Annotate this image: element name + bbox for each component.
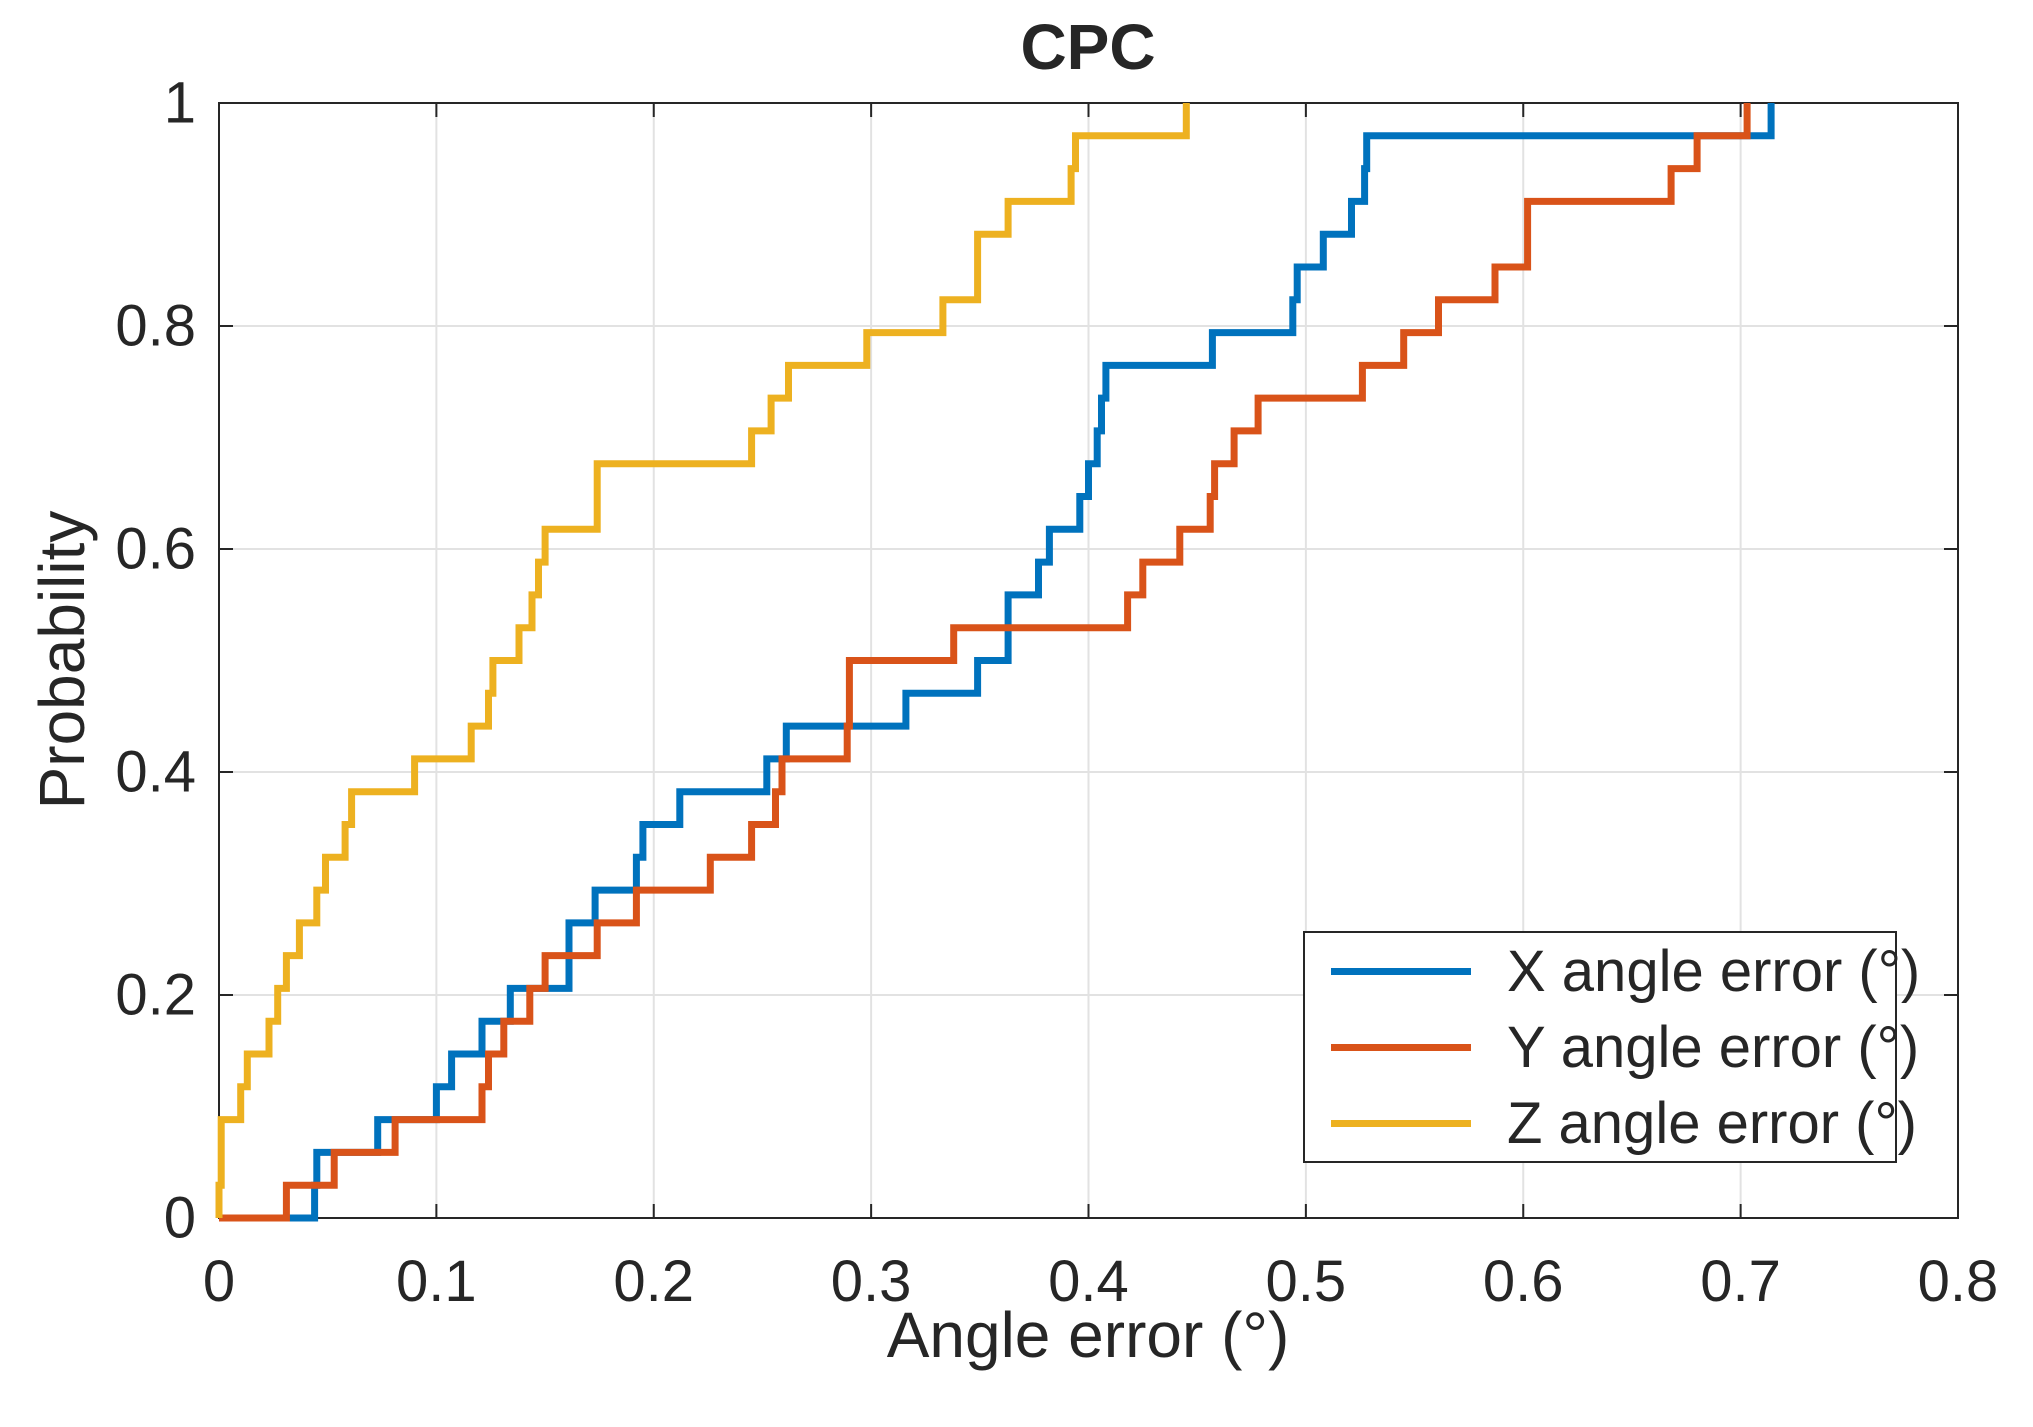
x-tick-label: 0.8	[1917, 1249, 1999, 1314]
x-tick-label: 0.7	[1700, 1249, 1781, 1314]
y-tick-label: 0.8	[115, 293, 196, 359]
y-tick-label: 0.4	[115, 739, 196, 805]
legend-label-z: Z angle error (°)	[1507, 1090, 1917, 1156]
legend-line-sample-z	[1331, 1119, 1471, 1127]
x-tick-label: 0.1	[396, 1249, 477, 1314]
axes-box	[218, 102, 1959, 1219]
series-curve-x	[219, 103, 1775, 1222]
x-tick-label: 0.5	[1265, 1249, 1347, 1314]
legend-item: Z angle error (°)	[1305, 1090, 1917, 1157]
chart-title: CPC	[1020, 11, 1156, 83]
legend-label-y: Y angle error (°)	[1507, 1014, 1920, 1080]
series-curve-z	[215, 103, 1190, 1218]
legend-label-x: X angle error (°)	[1507, 938, 1921, 1004]
x-tick-label: 0.6	[1482, 1249, 1564, 1314]
legend-item: X angle error (°)	[1305, 938, 1920, 1005]
y-tick-label: 0.6	[115, 516, 196, 582]
y-tick-label: 1	[163, 70, 196, 136]
y-tick-label: 0	[163, 1185, 196, 1251]
y-axis-label: Probability	[26, 510, 98, 810]
x-tick-label: 0.2	[613, 1249, 695, 1314]
legend: X angle error (°) Y angle error (°) Z an…	[1303, 931, 1920, 1163]
x-tick-label: 0	[202, 1249, 236, 1314]
series-curve-y	[219, 103, 1751, 1222]
x-tick-label: 0.4	[1048, 1249, 1129, 1314]
legend-line-sample-y	[1331, 1043, 1471, 1051]
legend-item: Y angle error (°)	[1305, 1014, 1919, 1081]
legend-line-sample-x	[1331, 967, 1471, 975]
y-tick-label: 0.2	[115, 962, 196, 1028]
x-tick-label: 0.3	[830, 1249, 912, 1314]
x-axis-label: Angle error (°)	[886, 1299, 1290, 1371]
